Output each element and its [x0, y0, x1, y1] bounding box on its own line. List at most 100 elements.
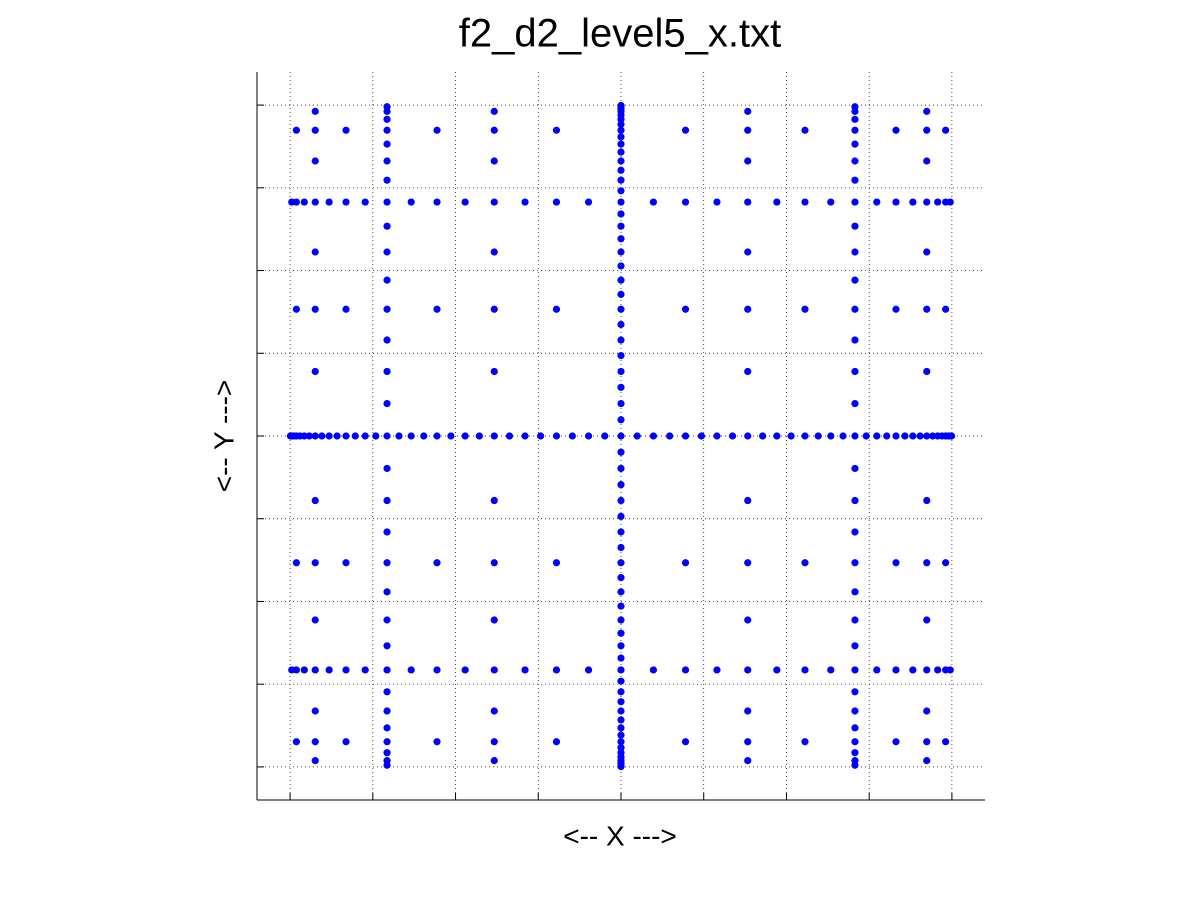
point: [801, 666, 809, 674]
point: [475, 432, 483, 440]
point: [617, 481, 625, 489]
point: [521, 198, 529, 206]
point: [851, 642, 859, 650]
point: [433, 198, 441, 206]
point: [617, 677, 625, 685]
point: [383, 707, 391, 715]
point: [568, 432, 576, 440]
point: [292, 126, 300, 134]
point: [311, 107, 319, 115]
point: [617, 210, 625, 218]
point: [552, 305, 561, 313]
point: [617, 305, 625, 313]
point: [681, 432, 690, 440]
point: [420, 432, 428, 440]
point: [490, 432, 498, 440]
point: [490, 496, 498, 505]
point: [617, 688, 625, 696]
point: [292, 666, 300, 674]
point: [311, 198, 319, 206]
point: [666, 432, 674, 440]
point: [923, 757, 931, 765]
point: [361, 666, 369, 674]
point: [490, 757, 498, 765]
point: [713, 432, 721, 440]
point: [851, 738, 859, 746]
point: [681, 198, 690, 206]
point: [617, 574, 625, 582]
point: [728, 432, 737, 440]
point: [713, 666, 721, 674]
point: [325, 432, 333, 440]
point: [383, 496, 391, 505]
point: [617, 559, 625, 567]
point: [744, 496, 752, 505]
point: [827, 666, 835, 674]
point: [617, 336, 625, 344]
point: [681, 559, 690, 567]
point: [383, 367, 391, 376]
point: [311, 432, 319, 440]
point: [325, 198, 333, 206]
point: [490, 198, 498, 206]
point: [311, 757, 319, 765]
point: [923, 559, 931, 567]
point: [851, 248, 859, 256]
point: [617, 698, 625, 706]
point: [311, 559, 319, 567]
point: [342, 432, 350, 440]
point: [490, 126, 498, 134]
point: [851, 115, 859, 123]
point: [909, 198, 917, 206]
point: [744, 432, 752, 440]
point: [851, 198, 859, 206]
point: [617, 666, 625, 674]
point: [433, 666, 441, 674]
point: [851, 707, 859, 715]
point: [361, 432, 369, 440]
point: [892, 198, 900, 206]
point: [433, 432, 441, 440]
point: [851, 464, 859, 473]
point: [883, 432, 891, 440]
point: [521, 666, 529, 674]
point: [942, 559, 950, 567]
point: [617, 744, 625, 752]
point: [461, 198, 469, 206]
point: [851, 432, 859, 440]
point: [617, 320, 625, 329]
point: [617, 276, 625, 284]
point: [923, 126, 931, 134]
point: [490, 367, 498, 376]
point: [681, 666, 690, 674]
point: [461, 666, 469, 674]
point: [536, 432, 545, 440]
point: [744, 126, 752, 134]
point: [617, 629, 625, 637]
point: [801, 738, 809, 746]
point: [292, 198, 300, 206]
point: [851, 140, 859, 148]
point: [617, 166, 625, 174]
point: [862, 432, 870, 440]
point: [873, 198, 881, 206]
point: [923, 432, 931, 440]
point: [383, 724, 391, 732]
point: [552, 738, 561, 746]
point: [617, 111, 625, 119]
point: [617, 126, 625, 134]
point: [934, 198, 942, 206]
point: [697, 432, 706, 440]
point: [649, 666, 658, 674]
point: [744, 367, 752, 376]
point: [383, 666, 391, 674]
point: [801, 126, 809, 134]
point: [490, 559, 498, 567]
point: [311, 666, 319, 674]
point: [851, 305, 859, 313]
point: [773, 666, 781, 674]
point: [617, 262, 625, 270]
point: [383, 738, 391, 746]
point: [361, 198, 369, 206]
